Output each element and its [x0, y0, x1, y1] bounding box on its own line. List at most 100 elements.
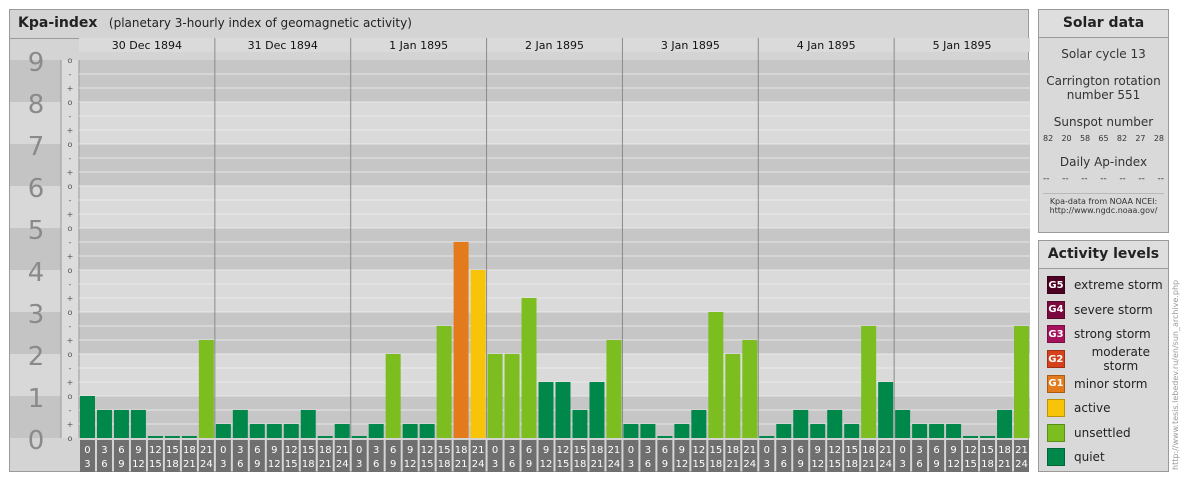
hour-label-end: 9 [118, 459, 124, 470]
y-subtick-label: + [67, 84, 74, 93]
hour-cell [1014, 440, 1029, 472]
hour-label-end: 24 [336, 459, 349, 470]
hour-label-start: 15 [574, 445, 587, 456]
hour-cell [589, 440, 605, 472]
kp-bar [912, 424, 928, 438]
y-band-label-bg [10, 354, 61, 396]
hour-label-start: 18 [455, 445, 468, 456]
hour-label-end: 6 [509, 459, 515, 470]
activity-level-label: severe storm [1074, 302, 1153, 317]
activity-level-row: G2 moderate storm [1039, 345, 1168, 374]
hour-label-end: 9 [254, 459, 260, 470]
ap-value: -- [1119, 174, 1126, 184]
hour-cell [827, 440, 843, 472]
kp-bar [555, 382, 571, 438]
y-subtick-label: - [69, 364, 72, 373]
hour-label-end: 6 [373, 459, 379, 470]
y-subtick-label: - [69, 196, 72, 205]
y-tick-label: 6 [28, 174, 45, 204]
hour-label-start: 9 [950, 445, 956, 456]
hour-label-end: 12 [811, 459, 824, 470]
ap-value: -- [1100, 174, 1107, 184]
hour-label-start: 9 [815, 445, 821, 456]
hour-label-start: 15 [438, 445, 451, 456]
chart-title: Kpa-index (planetary 3-hourly index of g… [18, 15, 412, 31]
hour-cell [96, 440, 112, 472]
hour-label-start: 12 [421, 445, 434, 456]
hour-label-start: 18 [862, 445, 875, 456]
kp-bar [861, 325, 877, 438]
hour-label-start: 3 [101, 445, 107, 456]
activity-level-row: G1 minor storm [1039, 371, 1168, 396]
kp-bar [504, 354, 520, 438]
hour-cell [759, 440, 775, 472]
kp-bar [283, 424, 299, 438]
hour-cell [351, 440, 367, 472]
kp-bar [164, 436, 180, 438]
hour-cell [555, 440, 571, 472]
kp-bar [538, 382, 554, 438]
y-subtick-label: o [68, 308, 73, 317]
y-tick-label: 1 [28, 384, 45, 414]
hour-cell [538, 440, 554, 472]
hour-label-end: 18 [574, 459, 587, 470]
kp-bar [147, 436, 163, 438]
kp-bar [674, 424, 690, 438]
hour-label-start: 12 [557, 445, 570, 456]
hour-label-end: 21 [319, 459, 332, 470]
hour-label-start: 12 [692, 445, 705, 456]
kp-bar [385, 354, 401, 438]
hour-cell [266, 440, 282, 472]
hour-label-end: 9 [662, 459, 668, 470]
y-band-label-bg [10, 144, 61, 186]
activity-level-label: moderate storm [1091, 345, 1150, 374]
solar-cycle: Solar cycle 13 [1061, 47, 1146, 61]
hour-label-start: 6 [662, 445, 668, 456]
hour-cell [725, 440, 741, 472]
kp-bar [351, 436, 367, 438]
hour-label-end: 15 [285, 459, 298, 470]
hour-cell [776, 440, 792, 472]
hour-cell [385, 440, 401, 472]
hour-label-end: 6 [101, 459, 107, 470]
activity-level-swatch [1047, 399, 1065, 418]
activity-level-row: unsettled [1039, 421, 1168, 446]
sunspot-value: 65 [1098, 134, 1109, 143]
data-source-link[interactable]: http://www.ngdc.noaa.gov/ [1049, 206, 1158, 215]
ap-value: -- [1043, 174, 1050, 184]
ap-value: -- [1138, 174, 1145, 184]
hour-cell [708, 440, 724, 472]
y-tick-label: 3 [28, 300, 45, 330]
chart-title-main: Kpa-index [18, 15, 98, 31]
hour-label-end: 15 [828, 459, 841, 470]
hour-label-end: 6 [645, 459, 651, 470]
hour-label-start: 21 [472, 445, 485, 456]
kp-bar [317, 436, 333, 438]
hour-cell [368, 440, 384, 472]
kp-bar [657, 436, 673, 438]
kp-bar [708, 312, 724, 438]
hour-label-start: 21 [200, 445, 213, 456]
hour-label-start: 3 [373, 445, 379, 456]
hour-cell [912, 440, 928, 472]
hour-label-end: 24 [743, 459, 756, 470]
y-subtick-label: o [68, 392, 73, 401]
hour-label-start: 0 [764, 445, 770, 456]
hour-label-end: 15 [421, 459, 434, 470]
kp-bar [215, 424, 231, 438]
hour-cell [844, 440, 860, 472]
kp-bar [725, 354, 741, 438]
y-subtick-label: o [68, 350, 73, 359]
ap-value: -- [1062, 174, 1069, 184]
hour-label-end: 21 [183, 459, 196, 470]
activity-level-row: G4 severe storm [1039, 298, 1168, 323]
hour-cell [147, 440, 163, 472]
hour-cell [980, 440, 996, 472]
hour-label-start: 0 [84, 445, 90, 456]
y-band-label-bg [10, 312, 61, 354]
kp-bar [827, 409, 843, 438]
carrington-line-1: Carrington rotation [1046, 74, 1161, 88]
y-subtick-label: o [68, 434, 73, 443]
hour-cell [674, 440, 690, 472]
hour-label-start: 0 [628, 445, 634, 456]
